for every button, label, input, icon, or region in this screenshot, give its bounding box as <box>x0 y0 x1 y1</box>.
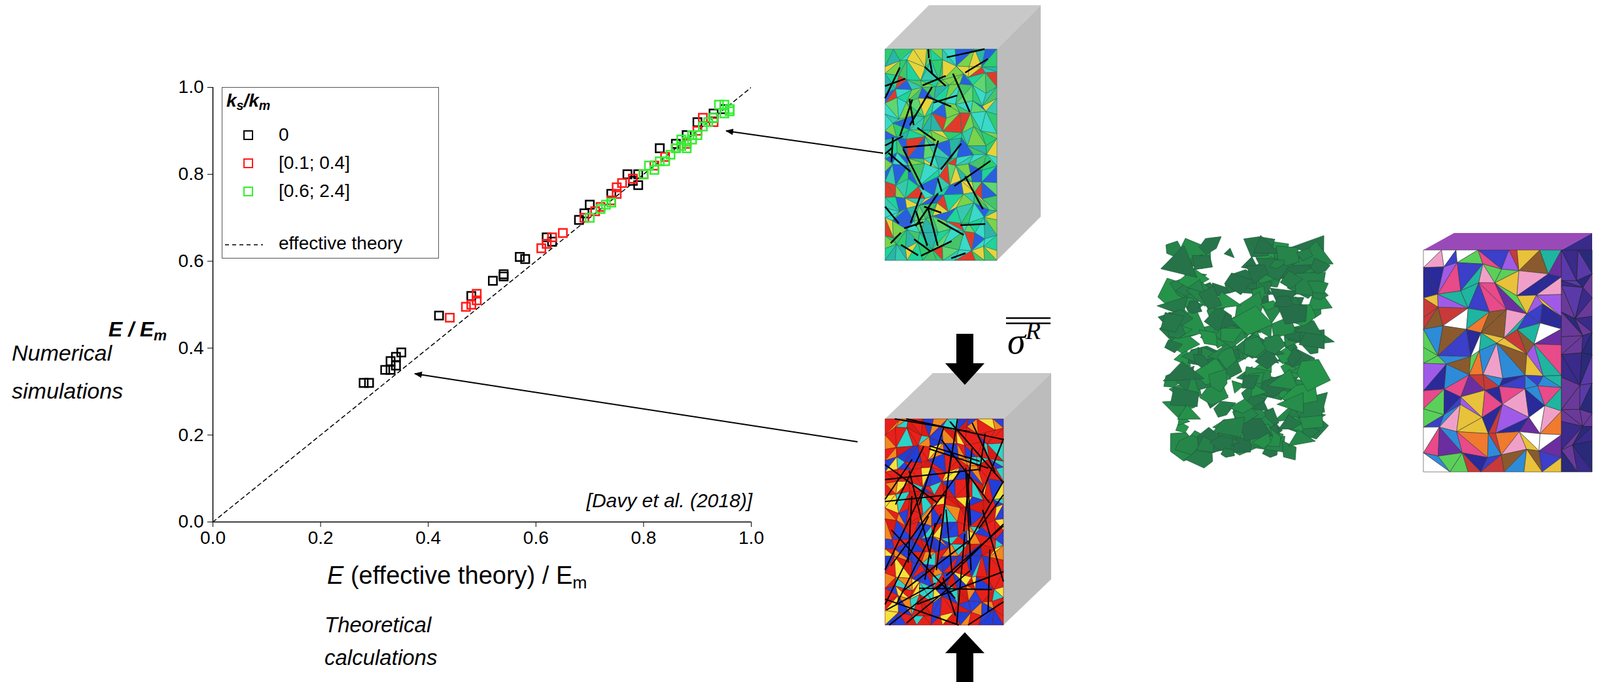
html-text:E (effective theory) / Em: E (effective theory) / Em <box>327 561 588 592</box>
svg-text:0.4: 0.4 <box>415 527 441 548</box>
html-text:0: 0 <box>278 124 289 145</box>
html-text:Theoretical calculations: Theoretical calculations <box>324 612 438 670</box>
svg-text:1.0: 1.0 <box>178 76 205 97</box>
html-text:Numerical simulations: Numerical simulations <box>11 340 124 403</box>
svg-text:0.8: 0.8 <box>178 163 205 184</box>
html-text:E / Em: E / Em <box>108 317 167 344</box>
svg-text:0.8: 0.8 <box>630 527 657 548</box>
svg-text:0.4: 0.4 <box>178 337 205 358</box>
svg-text:0.0: 0.0 <box>178 511 204 532</box>
html-text:[Davy et al. (2018)]: [Davy et al. (2018)] <box>586 489 753 511</box>
svg-text:0.0: 0.0 <box>200 527 226 548</box>
svg-text:0.2: 0.2 <box>178 424 205 445</box>
svg-text:0.6: 0.6 <box>523 527 549 548</box>
svg-text:0.6: 0.6 <box>178 250 205 271</box>
html-text:[0.1; 0.4]: [0.1; 0.4] <box>278 152 350 173</box>
html-text:ks/km: ks/km <box>226 90 271 113</box>
svg-text:1.0: 1.0 <box>738 527 765 548</box>
html-text:[0.6; 2.4]: [0.6; 2.4] <box>278 180 350 201</box>
html-text:effective theory: effective theory <box>278 232 403 254</box>
svg-text:σR: σR <box>1007 316 1041 362</box>
svg-text:0.2: 0.2 <box>308 527 334 548</box>
